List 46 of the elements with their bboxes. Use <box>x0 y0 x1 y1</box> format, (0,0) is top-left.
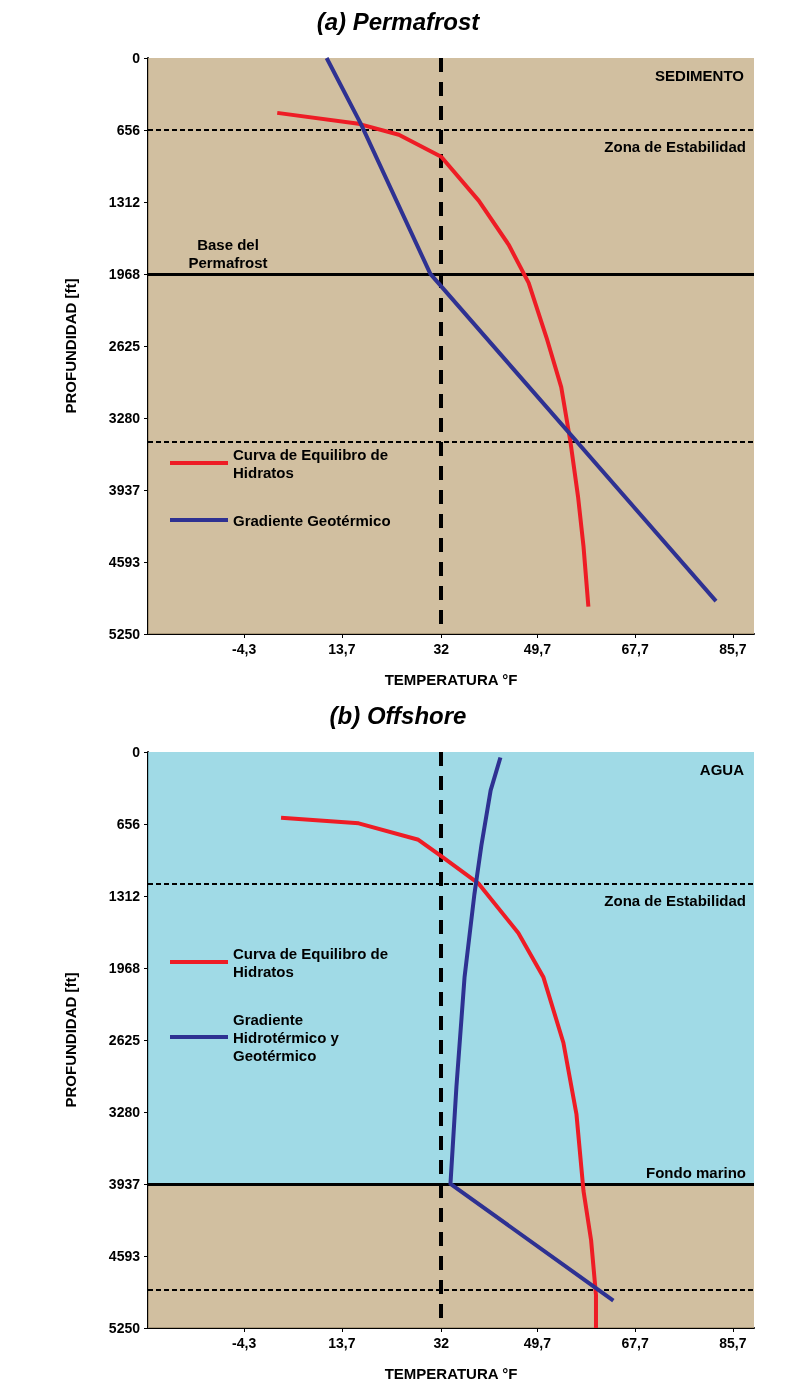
x-tick-label: -4,3 <box>232 641 257 657</box>
y-tick-label: 5250 <box>108 626 141 642</box>
y-tick-label: 2625 <box>108 1032 141 1048</box>
legend-label: Curva de Equilibro de Hidratos <box>233 445 393 481</box>
y-tick-label: 4593 <box>108 1247 141 1264</box>
x-axis-title: TEMPERATURA °F <box>384 1365 518 1382</box>
x-tick-label: 32 <box>433 1335 450 1351</box>
chart-title: (a) Permafrost <box>316 7 481 35</box>
y-tick-label: 5250 <box>108 1320 141 1336</box>
legend-label: Curva de Equilibro de Hidratos <box>233 944 393 980</box>
x-tick-label: -4,3 <box>232 1335 257 1351</box>
y-tick-label: 3937 <box>108 1175 141 1192</box>
band-label: SEDIMENTO <box>655 67 745 84</box>
band-label: AGUA <box>699 761 745 778</box>
legend-label: Gradiente Geotérmico <box>233 511 391 529</box>
chart-title: (b) Offshore <box>329 701 467 729</box>
y-tick-label: 1312 <box>108 887 141 904</box>
x-tick-label: 85,7 <box>719 1335 747 1351</box>
ref-line-label: Zona de Estabilidad <box>604 892 746 910</box>
y-tick-label: 3280 <box>108 1103 141 1120</box>
ref-line-label: Base del Permafrost <box>188 236 268 272</box>
y-tick-label: 2625 <box>108 338 141 354</box>
x-tick-label: 32 <box>433 641 450 657</box>
legend-label: Gradiente Hidrotérmico y Geotérmico <box>233 1010 344 1064</box>
x-tick-label: 67,7 <box>621 641 649 657</box>
x-axis-title: TEMPERATURA °F <box>384 671 518 688</box>
x-tick-label: 13,7 <box>328 1335 356 1351</box>
ref-line-label: Fondo marino <box>646 1164 746 1182</box>
y-tick-label: 3280 <box>108 409 141 426</box>
x-tick-label: 67,7 <box>621 1335 649 1351</box>
y-tick-label: 1968 <box>108 959 141 976</box>
y-axis-title: PROFUNDIDAD [ft] <box>62 972 79 1108</box>
y-tick-label: 1312 <box>108 193 141 210</box>
x-tick-label: 85,7 <box>719 641 747 657</box>
y-tick-label: 656 <box>116 121 141 138</box>
x-tick-label: 13,7 <box>328 641 356 657</box>
y-tick-label: 0 <box>132 744 141 760</box>
y-tick-label: 3937 <box>108 481 141 498</box>
ref-line-label: Zona de Estabilidad <box>604 138 746 156</box>
y-tick-label: 656 <box>116 815 141 832</box>
y-tick-label: 4593 <box>108 553 141 570</box>
x-tick-label: 49,7 <box>523 641 552 657</box>
y-tick-label: 1968 <box>108 265 141 282</box>
x-tick-label: 49,7 <box>523 1335 552 1351</box>
y-tick-label: 0 <box>132 50 141 66</box>
y-axis-title: PROFUNDIDAD [ft] <box>62 278 79 414</box>
